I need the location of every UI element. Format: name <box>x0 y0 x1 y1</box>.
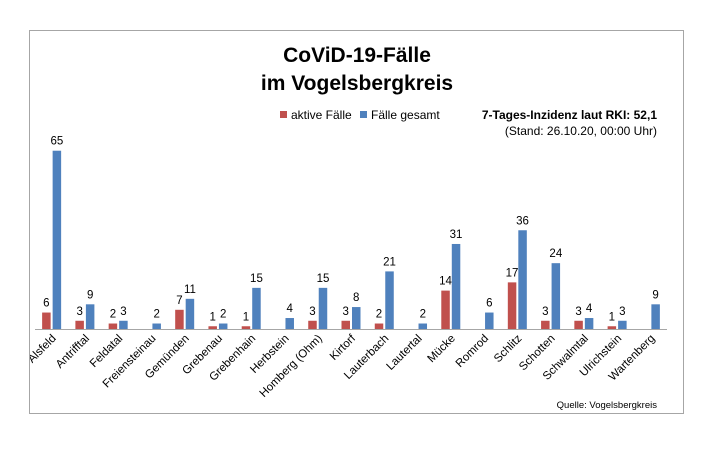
data-label-aktive-m-cke: 14 <box>439 276 452 288</box>
bar-aktive-kirtorf <box>341 320 350 329</box>
data-label-gesamt-schlitz: 36 <box>516 215 529 227</box>
data-label-gesamt-romrod: 6 <box>486 298 492 310</box>
data-label-gesamt-wartenberg: 9 <box>652 289 658 301</box>
bar-gesamt-kirtorf <box>352 307 361 329</box>
bar-gesamt-gem-nden <box>185 298 195 329</box>
legend-label-aktive: aktive Fälle <box>291 108 352 122</box>
data-label-aktive-schwalmtal: 3 <box>575 306 581 318</box>
bar-aktive-lauterbach <box>374 323 384 329</box>
data-label-gesamt-schotten: 24 <box>549 248 562 260</box>
incidence-note: 7-Tages-Inzidenz laut RKI: 52,1 <box>482 108 657 122</box>
data-label-aktive-schlitz: 17 <box>506 267 519 279</box>
data-label-gesamt-lautertal: 2 <box>420 309 426 321</box>
data-label-gesamt-kirtorf: 8 <box>353 292 359 304</box>
tick-label-lautertal: Lautertal <box>385 333 425 373</box>
data-label-gesamt-schwalmtal: 4 <box>586 303 593 315</box>
bar-aktive-schlitz <box>507 282 517 329</box>
bar-aktive-homberg-ohm- <box>308 320 317 329</box>
bar-aktive-feldatal <box>108 323 118 329</box>
data-label-gesamt-freiensteinau: 2 <box>153 309 159 321</box>
bar-gesamt-schwalmtal <box>584 318 594 329</box>
bar-gesamt-m-cke <box>451 243 461 329</box>
bar-gesamt-feldatal <box>119 320 128 329</box>
bar-aktive-grebenhain <box>241 326 251 329</box>
bar-aktive-grebenau <box>208 326 217 329</box>
data-label-aktive-homberg-ohm-: 3 <box>309 306 315 318</box>
bar-aktive-gem-nden <box>175 309 184 329</box>
bar-aktive-m-cke <box>441 290 450 329</box>
data-label-gesamt-grebenhain: 15 <box>250 273 263 285</box>
data-label-aktive-alsfeld: 6 <box>43 298 49 310</box>
tick-label-homberg-ohm-: Homberg (Ohm) <box>258 333 325 400</box>
data-label-aktive-grebenau: 1 <box>209 311 215 323</box>
data-label-gesamt-alsfeld: 65 <box>50 136 63 148</box>
data-label-gesamt-lauterbach: 21 <box>383 256 396 268</box>
tick-label-kirtorf: Kirtorf <box>328 332 359 363</box>
bar-gesamt-schotten <box>551 263 561 329</box>
bar-gesamt-lautertal <box>418 323 428 329</box>
bar-gesamt-romrod <box>485 312 494 329</box>
data-label-gesamt-herbstein: 4 <box>287 303 294 315</box>
data-label-gesamt-antrifftal: 9 <box>87 289 93 301</box>
bar-aktive-schwalmtal <box>574 320 583 329</box>
tick-label-romrod: Romrod <box>454 333 491 370</box>
data-label-aktive-grebenhain: 1 <box>243 311 249 323</box>
status-date-note: (Stand: 26.10.20, 00:00 Uhr) <box>505 124 657 138</box>
data-label-gesamt-grebenau: 2 <box>220 309 226 321</box>
bar-aktive-antrifftal <box>75 320 84 329</box>
bar-aktive-ulrichstein <box>607 326 617 329</box>
chart-frame: CoViD-19-Fälle im Vogelsbergkreis aktive… <box>29 30 684 414</box>
data-label-gesamt-feldatal: 3 <box>120 306 126 318</box>
bar-gesamt-freiensteinau <box>152 323 161 329</box>
bar-aktive-schotten <box>541 320 550 329</box>
bar-aktive-alsfeld <box>42 312 51 329</box>
bar-gesamt-alsfeld <box>52 150 62 329</box>
legend-label-gesamt: Fälle gesamt <box>371 108 440 122</box>
chart-title-line-1: CoViD-19-Fälle <box>283 44 431 67</box>
tick-label-schlitz: Schlitz <box>492 332 525 365</box>
data-label-aktive-schotten: 3 <box>542 306 548 318</box>
bar-gesamt-antrifftal <box>85 304 95 329</box>
tick-label-m-cke: Mücke <box>425 333 457 365</box>
source-note: Quelle: Vogelsbergkreis <box>557 400 658 411</box>
data-label-aktive-feldatal: 2 <box>110 309 116 321</box>
chart-title-line-2: im Vogelsbergkreis <box>261 72 453 95</box>
legend-swatch-gesamt <box>360 111 367 118</box>
tick-label-antrifftal: Antrifftal <box>54 333 92 371</box>
data-label-aktive-antrifftal: 3 <box>76 306 82 318</box>
bar-gesamt-ulrichstein <box>618 320 627 329</box>
data-label-gesamt-homberg-ohm-: 15 <box>317 273 330 285</box>
bar-gesamt-lauterbach <box>385 271 394 329</box>
data-label-gesamt-ulrichstein: 3 <box>619 306 625 318</box>
data-label-gesamt-m-cke: 31 <box>450 229 463 241</box>
data-label-aktive-kirtorf: 3 <box>343 306 349 318</box>
bar-gesamt-herbstein <box>285 318 294 329</box>
legend: aktive Fälle Fälle gesamt <box>280 108 440 122</box>
data-label-aktive-gem-nden: 7 <box>176 295 182 307</box>
bar-gesamt-grebenau <box>218 323 228 329</box>
chart: CoViD-19-Fälle im Vogelsbergkreis aktive… <box>30 44 667 411</box>
legend-swatch-aktive <box>280 111 287 118</box>
bar-gesamt-grebenhain <box>252 287 261 329</box>
data-label-aktive-lauterbach: 2 <box>376 309 382 321</box>
data-label-aktive-ulrichstein: 1 <box>609 311 615 323</box>
bar-gesamt-schlitz <box>518 230 527 329</box>
bar-gesamt-homberg-ohm- <box>318 287 328 329</box>
bar-gesamt-wartenberg <box>651 304 660 329</box>
data-label-gesamt-gem-nden: 11 <box>184 284 196 296</box>
